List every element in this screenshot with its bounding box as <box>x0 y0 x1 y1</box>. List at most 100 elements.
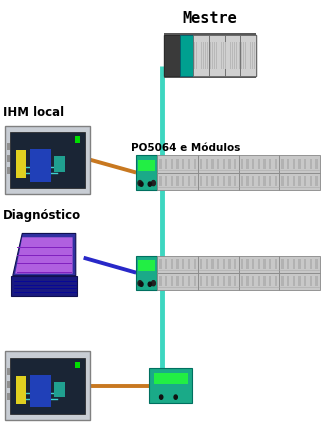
Bar <box>279 155 320 173</box>
Bar <box>287 176 289 186</box>
Bar <box>75 136 80 143</box>
Bar <box>258 276 260 286</box>
Text: Diagnóstico: Diagnóstico <box>3 209 81 222</box>
Bar <box>157 173 198 190</box>
Bar <box>200 159 202 169</box>
Bar <box>30 375 51 407</box>
Bar <box>5 126 90 194</box>
Bar <box>200 176 202 186</box>
Bar <box>245 43 246 69</box>
Bar <box>287 276 289 286</box>
Bar <box>238 256 279 273</box>
Bar <box>159 276 162 286</box>
Bar <box>263 176 266 186</box>
Bar <box>164 35 256 76</box>
Bar <box>194 159 196 169</box>
Bar <box>263 259 266 269</box>
Bar <box>200 259 202 269</box>
Bar <box>241 159 243 169</box>
Bar <box>234 276 236 286</box>
Bar <box>234 259 236 269</box>
Bar <box>198 173 238 190</box>
Bar <box>223 43 224 69</box>
Bar <box>198 256 238 273</box>
Bar <box>269 159 271 169</box>
Bar <box>217 176 219 186</box>
Bar <box>176 259 179 269</box>
Bar <box>165 159 167 169</box>
Bar <box>182 259 184 269</box>
Bar <box>138 260 155 271</box>
Bar <box>11 276 77 296</box>
Bar <box>164 33 256 35</box>
Bar <box>205 43 206 69</box>
Bar <box>176 159 179 169</box>
Bar <box>275 176 277 186</box>
Bar <box>182 176 184 186</box>
Bar <box>136 256 157 290</box>
Bar <box>279 173 320 190</box>
Bar <box>7 167 10 174</box>
Bar <box>269 259 271 269</box>
Bar <box>165 259 167 269</box>
Bar <box>198 43 199 69</box>
Bar <box>275 159 277 169</box>
Bar <box>200 276 202 286</box>
Bar <box>225 35 240 76</box>
Bar <box>194 259 196 269</box>
Bar <box>171 159 173 169</box>
Bar <box>211 276 214 286</box>
Bar <box>210 43 211 69</box>
Bar <box>258 159 260 169</box>
Bar <box>7 393 10 400</box>
Bar <box>241 276 243 286</box>
Bar <box>263 276 266 286</box>
Bar <box>157 256 198 273</box>
Bar <box>5 351 90 420</box>
Bar <box>275 259 277 269</box>
Bar <box>223 176 225 186</box>
Bar <box>287 259 289 269</box>
Bar <box>30 149 51 181</box>
Circle shape <box>152 181 155 186</box>
Bar <box>293 176 295 186</box>
Bar <box>252 159 254 169</box>
Bar <box>232 43 233 69</box>
Bar <box>275 276 277 286</box>
Bar <box>304 176 306 186</box>
Bar <box>281 176 283 186</box>
Bar <box>298 159 300 169</box>
Bar <box>10 132 85 188</box>
Bar <box>157 273 198 290</box>
Bar <box>298 276 300 286</box>
Bar <box>165 276 167 286</box>
Bar <box>246 159 249 169</box>
Bar <box>164 35 180 76</box>
Bar <box>234 43 235 69</box>
Bar <box>252 176 254 186</box>
Bar <box>310 259 312 269</box>
Bar <box>298 176 300 186</box>
Bar <box>171 176 173 186</box>
Circle shape <box>159 395 163 399</box>
Bar <box>209 35 225 76</box>
Bar <box>211 176 214 186</box>
Bar <box>293 276 295 286</box>
Bar <box>176 276 179 286</box>
Bar <box>188 159 190 169</box>
Bar <box>248 43 249 69</box>
Bar <box>281 259 283 269</box>
Bar <box>136 155 157 190</box>
Bar <box>221 43 222 69</box>
Circle shape <box>140 182 143 186</box>
Bar <box>287 159 289 169</box>
Bar <box>159 176 162 186</box>
Circle shape <box>138 181 142 186</box>
Circle shape <box>148 282 152 286</box>
Bar <box>234 159 236 169</box>
Circle shape <box>174 395 177 399</box>
Bar <box>316 276 318 286</box>
Bar <box>229 159 231 169</box>
Bar <box>198 155 238 173</box>
Bar <box>225 43 226 69</box>
